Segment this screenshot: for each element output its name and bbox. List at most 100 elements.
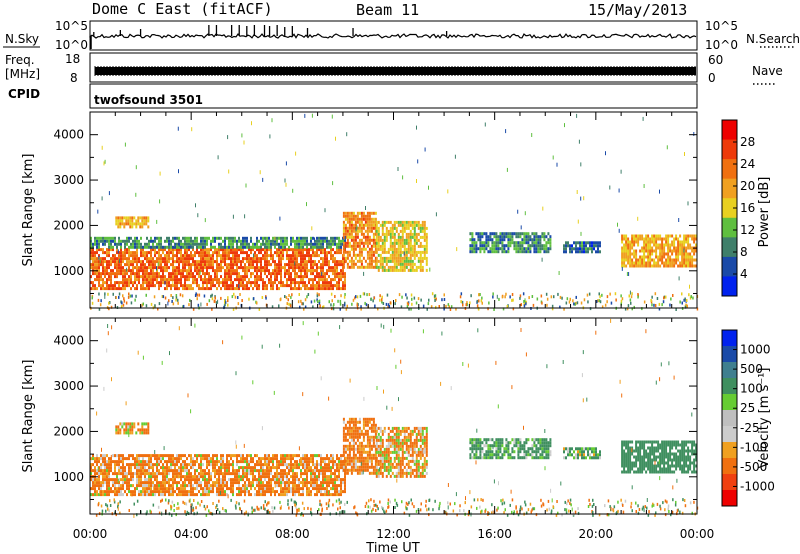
power-echo-cell (174, 269, 176, 273)
velocity-echo-cell (214, 463, 216, 467)
power-echo-cell (381, 247, 384, 251)
power-echo-cell (124, 275, 126, 279)
power-echo-cell (188, 248, 190, 252)
power-echo-cell (140, 263, 142, 267)
velocity-echo-cell (266, 454, 268, 458)
power-echo-cell (108, 266, 110, 270)
power-echo-cell (194, 266, 196, 270)
velocity-echo-cell (184, 487, 186, 491)
power-speckle (417, 297, 420, 301)
power-echo-cell (360, 220, 363, 224)
power-echo-cell (158, 272, 160, 276)
power-echo-cell (677, 255, 680, 259)
power-echo-cell (272, 236, 274, 240)
velocity-echo-cell (112, 484, 114, 488)
power-echo-cell (543, 235, 546, 239)
power-echo-cell (322, 260, 324, 264)
power-echo-cell (190, 251, 192, 255)
power-speckle (563, 307, 565, 311)
power-speckle (135, 294, 137, 298)
power-echo-cell (162, 275, 164, 279)
power-echo-cell (397, 235, 400, 239)
power-echo-cell (134, 278, 136, 282)
power-echo-cell (260, 257, 262, 261)
power-echo-cell (543, 247, 546, 251)
velocity-echo-cell (232, 493, 234, 497)
power-echo-cell (264, 242, 266, 246)
power-echo-cell (198, 242, 200, 246)
power-sparse-echo (274, 236, 276, 241)
power-echo-cell (304, 269, 306, 273)
power-echo-cell (276, 251, 278, 255)
power-speckle (365, 303, 368, 307)
velocity-echo-cell (272, 475, 274, 479)
power-echo-cell (228, 245, 230, 249)
power-echo-cell (100, 275, 102, 279)
power-echo-cell (535, 238, 538, 242)
velocity-echo-cell (196, 478, 198, 482)
power-echo-cell (98, 266, 100, 270)
power-echo-cell (641, 246, 644, 250)
power-echo-cell (178, 272, 180, 276)
power-echo-cell (118, 254, 120, 258)
velocity-echo-cell (100, 484, 102, 488)
power-echo-cell (370, 220, 373, 224)
velocity-echo-cell (156, 472, 158, 476)
power-echo-cell (186, 248, 188, 252)
power-echo-cell (134, 272, 136, 276)
power-echo-cell (278, 257, 280, 261)
power-echo-cell (160, 257, 162, 261)
power-echo-cell (136, 251, 138, 255)
velocity-echo-cell (240, 460, 242, 464)
power-echo-cell (565, 241, 567, 245)
velocity-echo-cell (276, 481, 278, 485)
power-echo-cell (597, 244, 599, 248)
power-echo-cell (124, 257, 126, 261)
velocity-echo-cell (194, 469, 196, 473)
power-echo-cell (517, 250, 520, 254)
velocity-echo-cell (138, 457, 140, 461)
power-echo-cell (154, 263, 156, 267)
power-echo-cell (633, 252, 636, 256)
velocity-echo-cell (222, 484, 224, 488)
power-echo-cell (134, 257, 136, 261)
nsky-bottom-tick: 10^0 (55, 38, 88, 52)
power-echo-cell (222, 245, 224, 249)
velocity-echo-cell (170, 484, 172, 488)
power-echo-cell (124, 245, 126, 249)
velocity-echo-cell (182, 490, 184, 494)
power-echo-cell (344, 211, 347, 215)
velocity-echo-cell (96, 457, 98, 461)
power-echo-cell (621, 264, 624, 268)
velocity-echo-cell (138, 481, 140, 485)
velocity-echo-cell (268, 457, 270, 461)
power-speckle (586, 293, 589, 297)
power-echo-cell (296, 272, 298, 276)
power-echo-cell (322, 269, 324, 273)
power-echo-cell (340, 275, 342, 279)
power-sparse-echo (167, 301, 169, 306)
power-echo-cell (368, 253, 371, 257)
velocity-echo-cell (238, 481, 240, 485)
power-echo-cell (653, 264, 656, 268)
power-echo-cell (121, 216, 124, 220)
power-echo-cell (226, 248, 228, 252)
power-ylabel: Slant Range [km] (21, 154, 36, 267)
power-echo-cell (204, 263, 206, 267)
velocity-echo-cell (202, 469, 204, 473)
power-speckle (525, 300, 527, 304)
power-echo-cell (409, 232, 412, 236)
velocity-echo-cell (160, 454, 162, 458)
power-echo-cell (393, 268, 396, 272)
power-echo-cell (112, 248, 114, 252)
power-echo-cell (138, 281, 140, 285)
power-echo-cell (667, 264, 670, 268)
power-echo-cell (204, 245, 206, 249)
velocity-echo-cell (120, 484, 122, 488)
power-echo-cell (186, 254, 188, 258)
power-echo-cell (216, 260, 218, 264)
power-echo-cell (120, 242, 122, 246)
power-echo-cell (160, 284, 162, 288)
power-echo-cell (381, 226, 384, 230)
power-echo-cell (675, 237, 678, 241)
